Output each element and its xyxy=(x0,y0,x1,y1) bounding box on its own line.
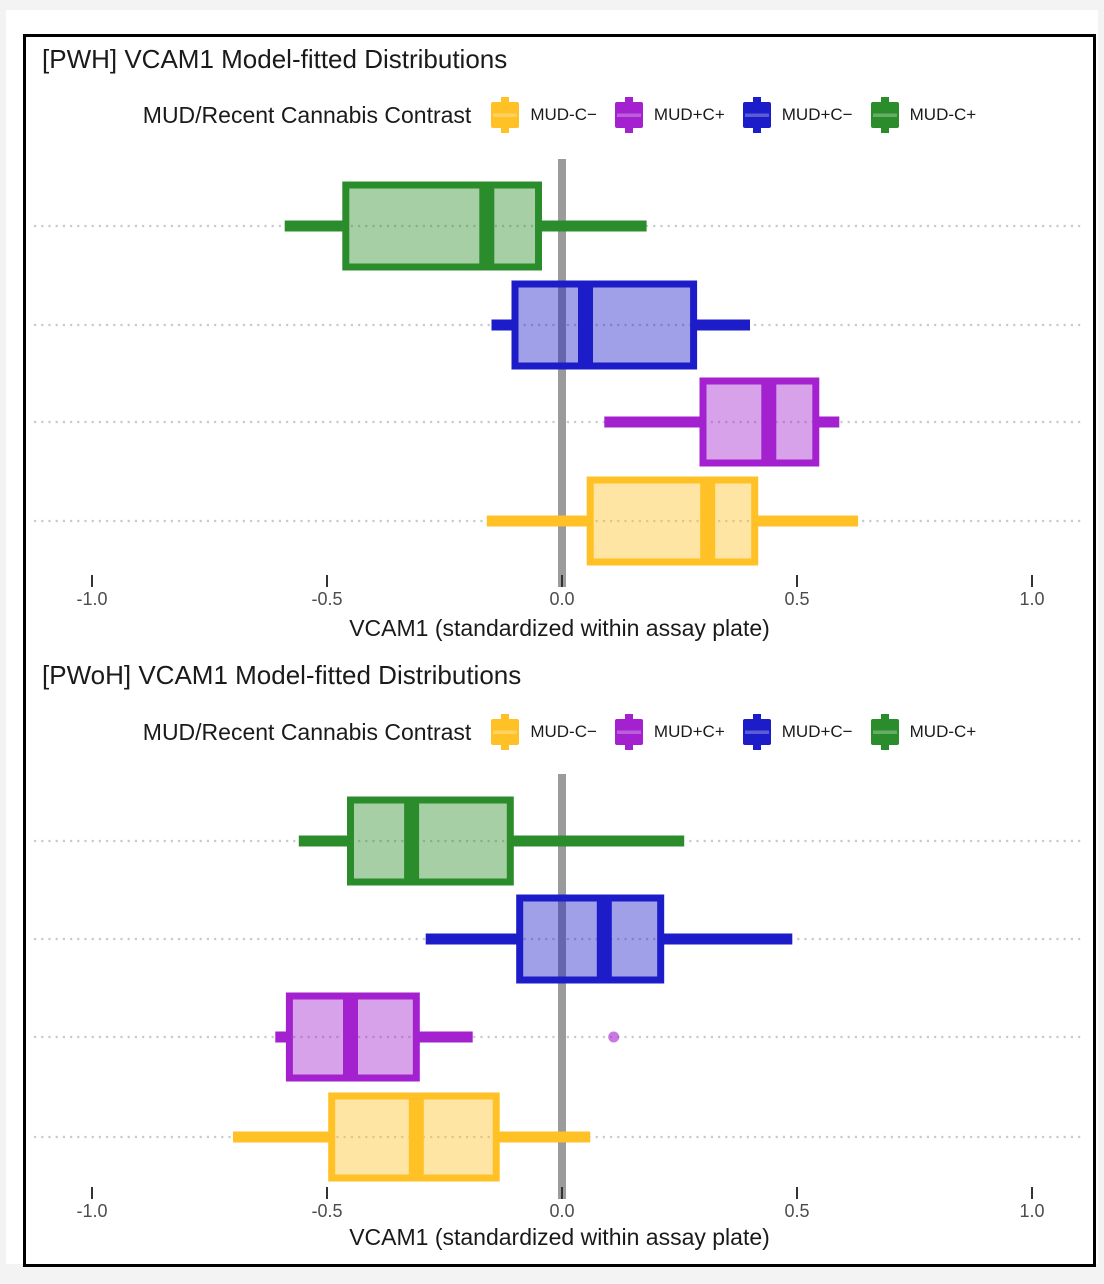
box-MUD+C+ xyxy=(699,377,820,467)
axis-tick-label: -1.0 xyxy=(76,589,108,609)
legend-key-boxplot-icon xyxy=(870,97,899,133)
legend-item-MUD+C+: MUD+C+ xyxy=(609,713,725,751)
axis-tick-label: 0.5 xyxy=(784,589,810,609)
key-box xyxy=(614,719,643,745)
legend-item-MUD+C−: MUD+C− xyxy=(737,713,853,751)
legend-pwh: MUD/Recent Cannabis Contrast MUD-C− MUD+C… xyxy=(26,93,1093,137)
axis-tick-label: -0.5 xyxy=(311,589,343,609)
key-whisker xyxy=(624,744,633,750)
key-median xyxy=(872,113,897,117)
key-median xyxy=(493,113,518,117)
legend-label: MUD+C− xyxy=(781,105,853,124)
legend-item-MUD+C+: MUD+C+ xyxy=(609,96,725,134)
legend-title: MUD/Recent Cannabis Contrast xyxy=(142,718,472,745)
box-MUD-C+ xyxy=(342,181,542,271)
legend-title: MUD/Recent Cannabis Contrast xyxy=(142,101,472,128)
key-box xyxy=(742,102,771,128)
key-box xyxy=(614,102,643,128)
legend-label: MUD-C− xyxy=(530,105,597,124)
axis-tick-label: 0.0 xyxy=(549,1201,575,1221)
axis-tick-label: 0.0 xyxy=(549,589,575,609)
key-whisker xyxy=(624,714,633,720)
figure-content: [PWH] VCAM1 Model-fitted Distributions M… xyxy=(26,37,1093,1264)
key-whisker xyxy=(752,714,761,720)
legend-label: MUD-C+ xyxy=(909,722,977,741)
key-whisker xyxy=(624,127,633,133)
box-MUD-C+ xyxy=(347,796,514,886)
key-box xyxy=(870,102,899,128)
key-whisker xyxy=(501,714,510,720)
key-box xyxy=(870,719,899,745)
legend-item-MUD+C−: MUD+C− xyxy=(737,96,853,134)
legend-key-boxplot-icon xyxy=(870,714,899,750)
axis-tick-label: 0.5 xyxy=(784,1201,810,1221)
legend-items: MUD-C− MUD+C+ MUD+C− MUD-C+ xyxy=(485,713,976,751)
key-median xyxy=(872,730,897,734)
panel-title-pwh: [PWH] VCAM1 Model-fitted Distributions xyxy=(42,44,508,74)
x-axis-title-pwh: VCAM1 (standardized within assay plate) xyxy=(349,615,770,641)
key-whisker xyxy=(501,127,510,133)
axis-tick-label: -0.5 xyxy=(311,1201,343,1221)
legend-key-boxplot-icon xyxy=(491,714,520,750)
axis-tick-label: 1.0 xyxy=(1019,1201,1045,1221)
key-whisker xyxy=(752,127,761,133)
outlier-point-MUD+C+ xyxy=(608,1031,620,1043)
key-whisker xyxy=(880,97,889,103)
legend-label: MUD+C− xyxy=(781,722,853,741)
key-whisker xyxy=(752,97,761,103)
legend-key-boxplot-icon xyxy=(614,714,643,750)
key-whisker xyxy=(880,744,889,750)
figure-card: [PWH] VCAM1 Model-fitted Distributions M… xyxy=(6,10,1098,1267)
axis-tick-label: 1.0 xyxy=(1019,589,1045,609)
key-whisker xyxy=(880,714,889,720)
x-axis-title-pwoh: VCAM1 (standardized within assay plate) xyxy=(349,1224,770,1250)
legend-label: MUD-C− xyxy=(530,722,597,741)
legend-key-boxplot-icon xyxy=(614,97,643,133)
legend-item-MUD-C−: MUD-C− xyxy=(485,96,597,134)
legend-item-MUD-C−: MUD-C− xyxy=(485,713,597,751)
legend-item-MUD-C+: MUD-C+ xyxy=(865,713,977,751)
key-box xyxy=(491,102,520,128)
legend-key-boxplot-icon xyxy=(742,97,771,133)
key-box xyxy=(742,719,771,745)
legend-label: MUD+C+ xyxy=(653,105,725,124)
key-median xyxy=(744,730,769,734)
legend-label: MUD-C+ xyxy=(909,105,977,124)
key-whisker xyxy=(501,744,510,750)
key-median xyxy=(616,730,641,734)
legend-items: MUD-C− MUD+C+ MUD+C− MUD-C+ xyxy=(485,96,976,134)
legend-key-boxplot-icon xyxy=(742,714,771,750)
box-MUD-C− xyxy=(586,476,759,566)
legend-label: MUD+C+ xyxy=(653,722,725,741)
legend-key-boxplot-icon xyxy=(491,97,520,133)
axis-tick-label: -1.0 xyxy=(76,1201,108,1221)
panel-title-pwoh: [PWoH] VCAM1 Model-fitted Distributions xyxy=(42,660,522,690)
key-median xyxy=(493,730,518,734)
key-whisker xyxy=(752,744,761,750)
key-whisker xyxy=(501,97,510,103)
figure-frame: [PWH] VCAM1 Model-fitted Distributions M… xyxy=(23,34,1096,1267)
key-whisker xyxy=(624,97,633,103)
key-median xyxy=(744,113,769,117)
key-median xyxy=(616,113,641,117)
key-box xyxy=(491,719,520,745)
box-MUD+C− xyxy=(516,894,665,984)
box-MUD+C− xyxy=(511,280,698,370)
legend-item-MUD-C+: MUD-C+ xyxy=(865,96,977,134)
key-whisker xyxy=(880,127,889,133)
plot-canvas xyxy=(34,159,1084,1199)
legend-pwoh: MUD/Recent Cannabis Contrast MUD-C− MUD+C… xyxy=(26,710,1093,754)
